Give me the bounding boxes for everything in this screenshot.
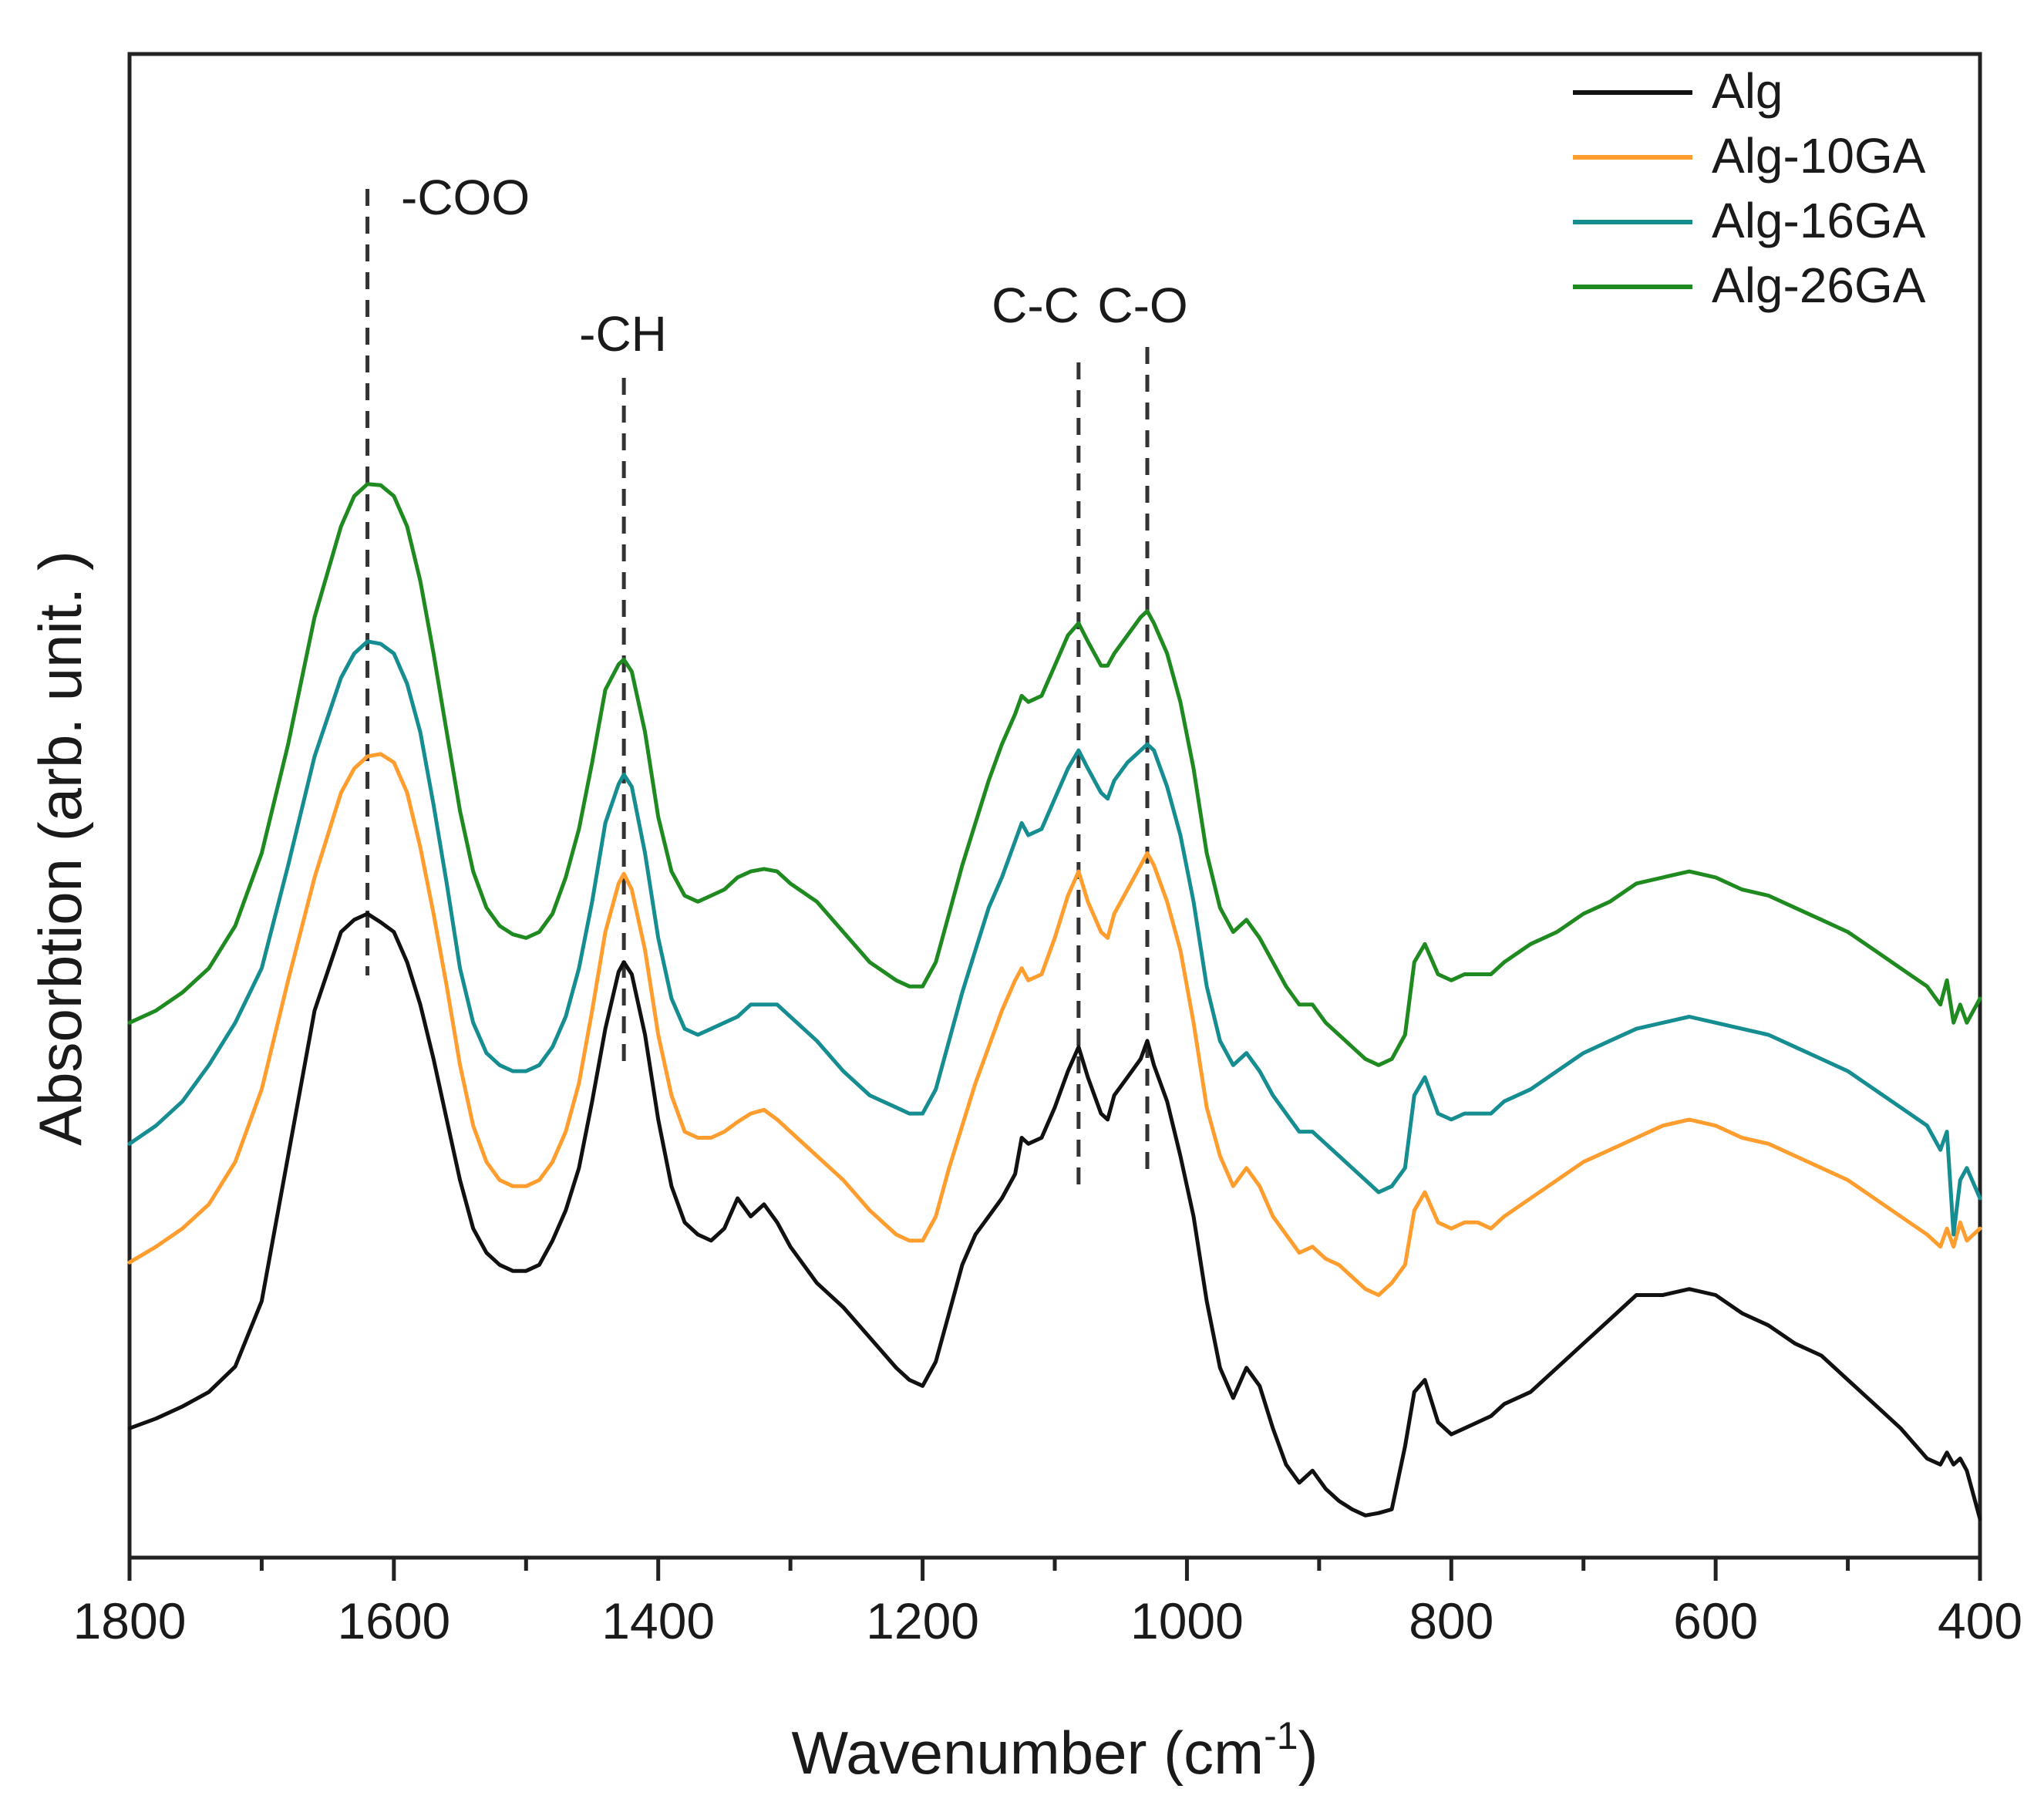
peak-marker-lines bbox=[365, 189, 1150, 1191]
peak-label: C-O bbox=[1097, 278, 1187, 333]
x-axis-ticks bbox=[127, 1558, 1982, 1581]
x-tick-label: 400 bbox=[1938, 1592, 2022, 1649]
x-axis-tick-labels: 1800 1600 1400 1200 1000 800 600 400 bbox=[73, 1592, 2022, 1649]
legend: Alg Alg-10GA Alg-16GA Alg-26GA bbox=[1573, 63, 1926, 313]
x-axis-title-superscript: -1 bbox=[1264, 1714, 1298, 1757]
series-line-alg-10ga bbox=[127, 752, 1982, 1297]
y-axis-title: Absorbtion (arb. unit. ) bbox=[26, 551, 94, 1146]
x-tick-label: 800 bbox=[1409, 1592, 1493, 1649]
peak-label: C-C bbox=[992, 278, 1079, 333]
x-axis-title-main: Wavenumber (cm bbox=[791, 1719, 1264, 1787]
legend-label: Alg bbox=[1712, 63, 1783, 119]
series-line-alg-16ga bbox=[127, 639, 1982, 1237]
peak-labels: -COO -CH C-C C-O bbox=[401, 170, 1188, 362]
series-line-alg bbox=[127, 911, 1982, 1521]
x-tick-label: 1400 bbox=[601, 1592, 715, 1649]
x-tick-label: 600 bbox=[1673, 1592, 1758, 1649]
x-axis-title: Wavenumber (cm-1) bbox=[791, 1714, 1318, 1787]
x-tick-label: 1800 bbox=[73, 1592, 187, 1649]
x-tick-label: 1600 bbox=[337, 1592, 450, 1649]
series-line-alg-26ga bbox=[127, 482, 1982, 1067]
peak-label: -CH bbox=[579, 306, 667, 362]
x-tick-label: 1000 bbox=[1130, 1592, 1244, 1649]
legend-label: Alg-16GA bbox=[1712, 193, 1926, 248]
legend-label: Alg-10GA bbox=[1712, 128, 1926, 184]
spectra-series bbox=[127, 482, 1982, 1521]
legend-label: Alg-26GA bbox=[1712, 258, 1926, 313]
peak-label: -COO bbox=[401, 170, 530, 225]
x-tick-label: 1200 bbox=[866, 1592, 979, 1649]
x-axis-title-suffix: ) bbox=[1298, 1719, 1318, 1787]
